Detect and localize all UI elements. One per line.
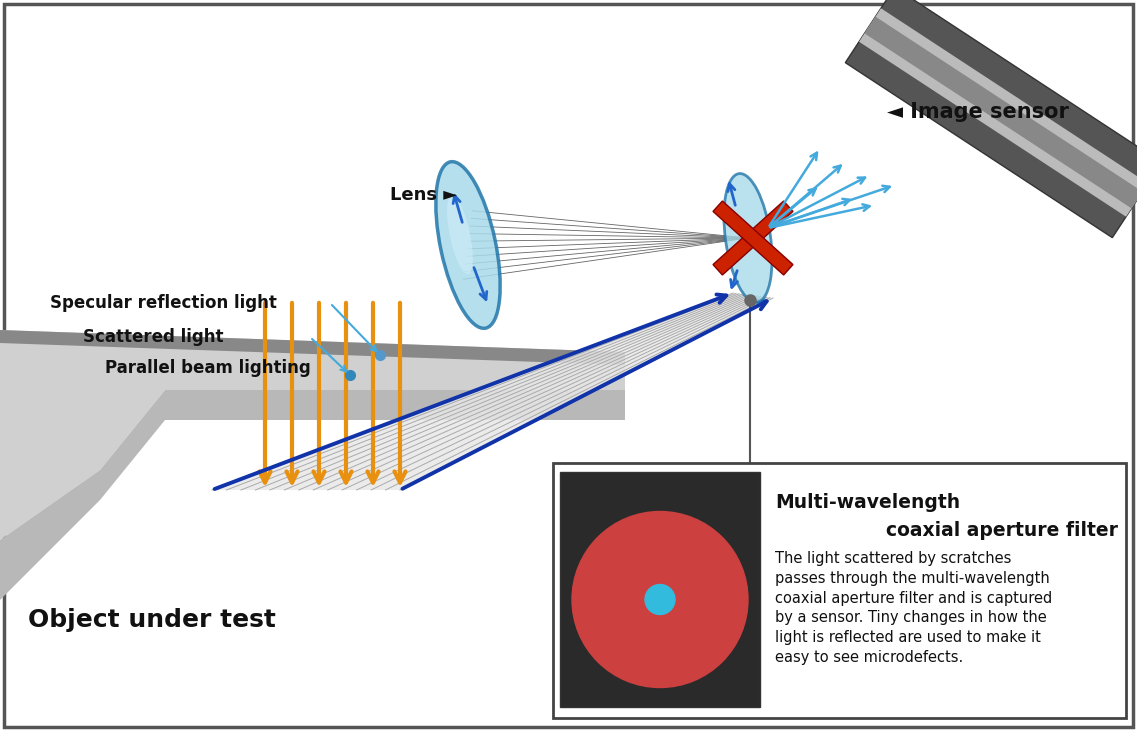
Text: Specular reflection light: Specular reflection light <box>50 294 277 312</box>
Ellipse shape <box>435 162 500 328</box>
Polygon shape <box>845 0 1137 238</box>
Text: ◄ Image sensor: ◄ Image sensor <box>887 102 1069 122</box>
Text: Lens ►: Lens ► <box>390 186 457 204</box>
Polygon shape <box>0 390 625 600</box>
Text: Scattered light: Scattered light <box>83 328 224 346</box>
Text: Multi-wavelength: Multi-wavelength <box>775 493 960 512</box>
Ellipse shape <box>447 196 473 274</box>
FancyBboxPatch shape <box>553 463 1126 718</box>
Text: Parallel beam lighting: Parallel beam lighting <box>105 359 310 377</box>
Circle shape <box>572 512 748 687</box>
Polygon shape <box>0 330 625 365</box>
Text: Object under test: Object under test <box>28 608 276 632</box>
Polygon shape <box>211 293 773 490</box>
Polygon shape <box>860 8 1137 216</box>
Circle shape <box>645 585 675 615</box>
Polygon shape <box>0 330 625 540</box>
Polygon shape <box>713 201 792 275</box>
Polygon shape <box>864 17 1137 208</box>
FancyBboxPatch shape <box>561 472 760 707</box>
Text: The light scattered by scratches
passes through the multi-wavelength
coaxial ape: The light scattered by scratches passes … <box>775 551 1052 665</box>
Polygon shape <box>713 201 792 275</box>
FancyBboxPatch shape <box>5 4 1132 727</box>
Text: coaxial aperture filter: coaxial aperture filter <box>886 521 1118 540</box>
Ellipse shape <box>724 173 772 303</box>
